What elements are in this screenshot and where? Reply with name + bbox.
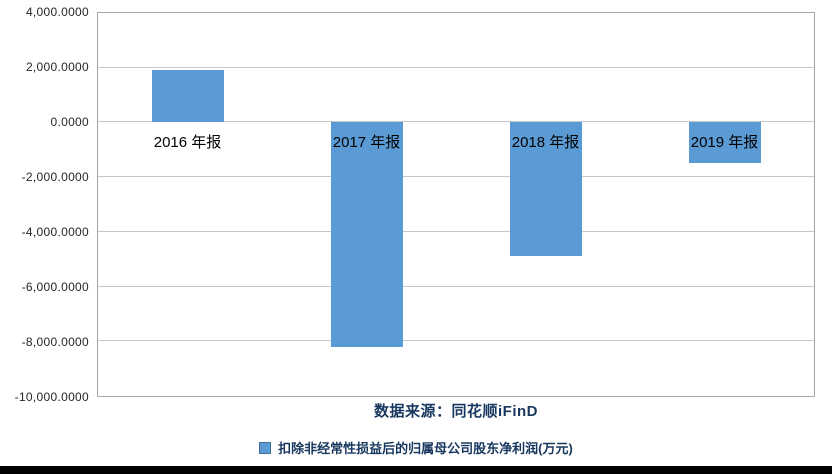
chart-bar-2018-年报 [509, 122, 582, 257]
gridline [98, 230, 814, 232]
gridline [98, 176, 814, 178]
gridline [98, 66, 814, 68]
chart-bar-2017-年报 [330, 122, 403, 347]
y-axis-tick-label: -2,000.0000 [21, 170, 89, 184]
gridline [98, 121, 814, 123]
category-label: 2016 年报 [153, 134, 222, 152]
legend-square-icon [259, 441, 272, 454]
y-axis-tick-label: -10,000.0000 [14, 390, 89, 404]
y-axis-tick-label: 0.0000 [50, 115, 89, 129]
legend-label: 扣除非经常性损益后的归属母公司股东净利润(万元) [278, 441, 573, 456]
category-label: 2019 年报 [690, 134, 759, 152]
y-axis-tick-label: 4,000.0000 [25, 5, 89, 19]
gridline [98, 340, 814, 342]
chart-bar-2016-年报 [151, 70, 224, 123]
category-label: 2017 年报 [332, 134, 401, 152]
y-axis-tick-label: -6,000.0000 [21, 280, 89, 294]
category-label: 2018 年报 [511, 134, 580, 152]
y-axis-tick-label: -4,000.0000 [21, 225, 89, 239]
gridline [98, 285, 814, 287]
y-axis-tick-label: -8,000.0000 [21, 335, 89, 349]
legend: 扣除非经常性损益后的归属母公司股东净利润(万元) [0, 438, 832, 457]
plot-area: 2016 年报 2017 年报 2018 年报 2019 年报 [97, 12, 815, 397]
bottom-black-strip [0, 466, 832, 474]
data-source-label: 数据来源：同花顺iFinD [374, 403, 538, 420]
chart-bar-2019-年报 [688, 122, 761, 164]
y-axis-tick-label: 2,000.0000 [25, 60, 89, 74]
y-axis: 4,000.0000 2,000.0000 0.0000 -2,000.0000 -4,… [0, 5, 89, 404]
